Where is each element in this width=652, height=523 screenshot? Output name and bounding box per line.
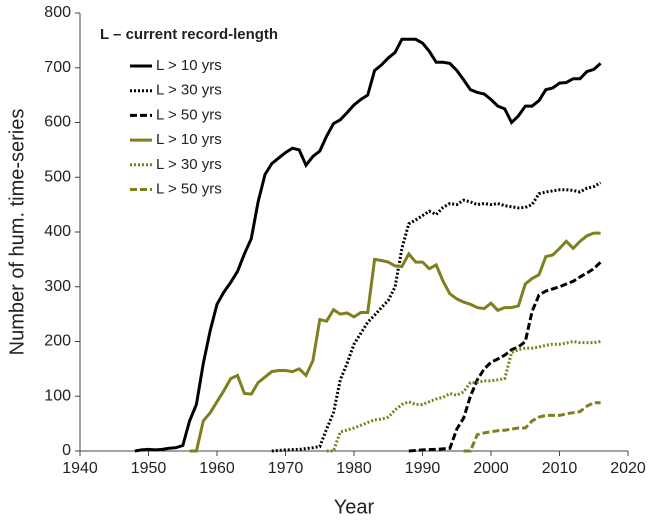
y-tick-label: 200: [44, 333, 71, 350]
y-tick-label: 600: [44, 114, 71, 131]
y-tick-label: 300: [44, 278, 71, 295]
x-tick-label: 1960: [199, 460, 235, 477]
y-tick-label: 700: [44, 59, 71, 76]
x-tick-label: 1990: [405, 460, 441, 477]
y-tick-label: 500: [44, 168, 71, 185]
y-tick-label: 400: [44, 223, 71, 240]
x-tick-label: 2000: [473, 460, 509, 477]
legend-label: L > 10 yrs: [156, 57, 222, 74]
x-tick-label: 1970: [268, 460, 304, 477]
y-axis-title: Number of hum. time-series: [6, 109, 28, 356]
series-line: [189, 231, 601, 453]
x-tick-label: 1980: [336, 460, 372, 477]
x-tick-label: 2010: [542, 460, 578, 477]
y-tick-label: 800: [44, 4, 71, 21]
series-line: [134, 37, 602, 453]
legend-label: L > 10 yrs: [156, 131, 222, 148]
y-tick-label: 0: [62, 442, 71, 459]
x-tick-label: 2020: [610, 460, 646, 477]
series-line: [326, 339, 601, 453]
series-line: [463, 401, 601, 453]
series-line: [271, 181, 602, 453]
legend-label: L > 30 yrs: [156, 82, 222, 99]
x-tick-label: 1940: [62, 460, 98, 477]
legend-title: L – current record-length: [100, 26, 278, 43]
legend-label: L > 50 yrs: [156, 180, 222, 197]
legend-label: L > 50 yrs: [156, 106, 222, 123]
legend-label: L > 30 yrs: [156, 156, 222, 173]
x-tick-label: 1950: [131, 460, 167, 477]
series-line: [408, 261, 602, 453]
x-axis-title: Year: [334, 496, 375, 518]
y-tick-label: 100: [44, 387, 71, 404]
